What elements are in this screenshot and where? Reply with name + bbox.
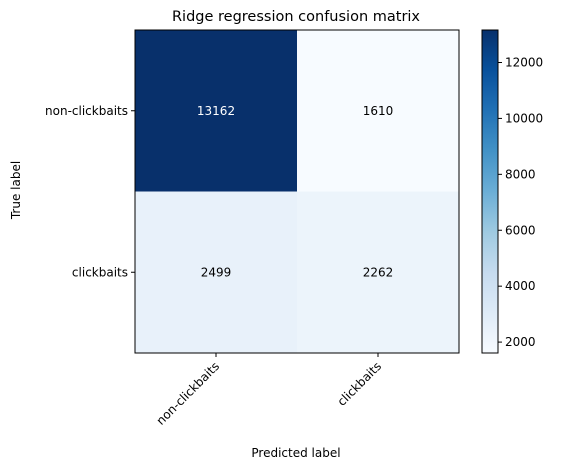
colorbar-tick-label: 4000 [505,279,536,293]
plot-frame [134,29,460,354]
matrix-cells [135,30,459,353]
x-axis-ticks: non-clickbaits clickbaits [154,353,385,428]
chart-title: Ridge regression confusion matrix [172,9,420,25]
cell-value-label: 2262 [363,265,394,279]
cell-value-label: 13162 [197,104,235,118]
x-tick-label: non-clickbaits [154,359,223,428]
colorbar-tick-label: 10000 [505,111,543,125]
cell-value-label: 2499 [201,265,232,279]
colorbar-tick-label: 8000 [505,167,536,181]
y-tick-label: non-clickbaits [45,104,128,118]
y-axis-ticks: non-clickbaits clickbaits [45,104,135,279]
y-axis-label: True label [9,161,23,220]
y-tick-label: clickbaits [72,265,128,279]
matrix-cell [135,191,297,353]
colorbar-frame [481,29,499,354]
matrix-cell [135,30,297,192]
colorbar-tick-label: 2000 [505,335,536,349]
colorbar-gradient [482,30,498,353]
cell-value-label: 1610 [363,104,394,118]
x-tick-label: clickbaits [335,359,385,409]
colorbar-tick-label: 6000 [505,223,536,237]
matrix-cell-labels: 13162 1610 2499 2262 [197,104,393,280]
colorbar: 2000 4000 6000 8000 10000 12000 [481,29,543,354]
matrix-cell [297,30,459,192]
colorbar-tick-label: 12000 [505,55,543,69]
x-axis-label: Predicted label [251,446,340,460]
matrix-cell [297,191,459,353]
